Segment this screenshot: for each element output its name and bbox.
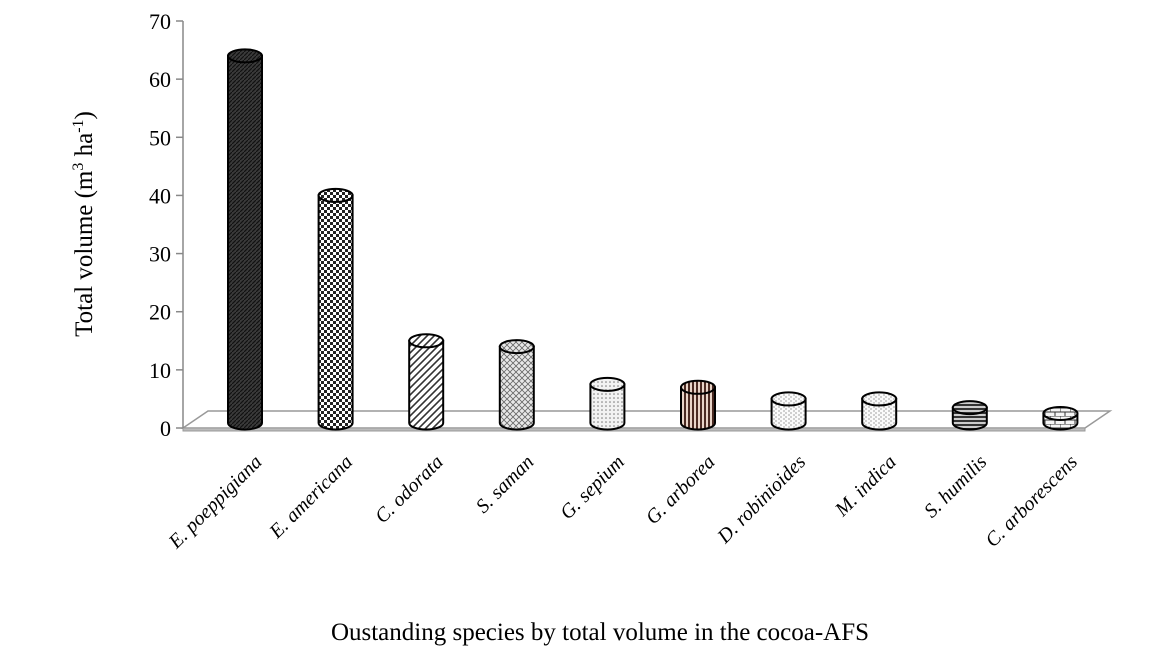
y-tick-label: 60 [149, 67, 171, 92]
bar-top [408, 333, 445, 349]
y-tick-label: 30 [149, 242, 171, 267]
x-tick-label: E. americana [265, 451, 357, 543]
bar [770, 391, 807, 431]
x-tick-label: D. robinioides [713, 451, 811, 549]
y-tick-label: 70 [149, 9, 171, 34]
y-axis: 0 10 20 30 40 50 60 70 [149, 9, 184, 441]
bar-top [680, 379, 716, 395]
y-tick-label: 20 [149, 300, 171, 325]
x-tick-label: C. arborescens [981, 451, 1082, 552]
bar [227, 48, 263, 431]
bar [680, 379, 716, 431]
bars [227, 48, 1079, 431]
bar-body [589, 383, 626, 431]
bar [498, 339, 535, 431]
x-tick-label: M. indica [830, 451, 900, 521]
x-tick-label: C. odorata [371, 451, 448, 528]
bar-body [227, 54, 263, 431]
bar-top [770, 391, 807, 407]
bar-top [589, 376, 626, 392]
x-axis-title: Oustanding species by total volume in th… [331, 619, 869, 646]
y-tick-label: 0 [160, 416, 171, 441]
bar-body [680, 386, 716, 431]
bar [589, 376, 626, 431]
x-tick-label: G. sepium [556, 451, 629, 524]
x-tick-label: S. saman [472, 451, 539, 518]
y-tick-label: 50 [149, 125, 171, 150]
bar [861, 391, 898, 431]
floor-front [182, 427, 1086, 432]
bar [1042, 405, 1079, 431]
y-axis-title: Total volume (m3 ha-1) [70, 111, 98, 337]
bar [408, 333, 445, 431]
bar [317, 187, 354, 431]
bar [951, 400, 988, 431]
x-tick-label: E. poeppigiana [164, 451, 267, 554]
bar-body [408, 339, 445, 431]
bar-top [498, 339, 535, 355]
y-tick-label: 40 [149, 183, 171, 208]
bar-body [317, 194, 354, 431]
bar-top [1042, 405, 1079, 421]
bar-top [951, 400, 988, 416]
x-tick-label: G. arborea [642, 451, 720, 529]
bar-top [317, 187, 354, 203]
y-tick-label: 10 [149, 358, 171, 383]
x-tick-label: S. humilis [920, 451, 991, 522]
bar-top [861, 391, 898, 407]
bar-body [770, 397, 807, 431]
bar-body [861, 397, 898, 431]
bar-body [498, 345, 535, 431]
bar-top [227, 48, 263, 64]
